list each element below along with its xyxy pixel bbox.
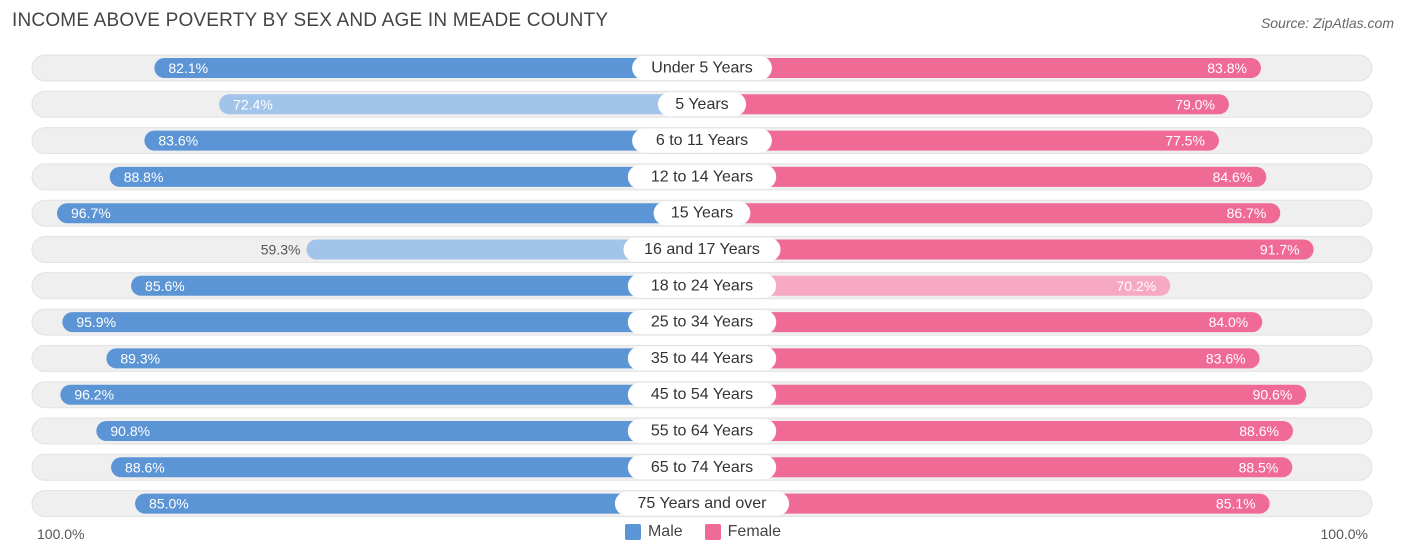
female-value-label: 79.0% xyxy=(1175,96,1215,112)
legend-item-female[interactable]: Female xyxy=(704,523,782,541)
female-bar xyxy=(702,239,1314,260)
legend: Male Female xyxy=(0,523,1406,541)
female-value-label: 88.5% xyxy=(1239,459,1279,475)
category-pill xyxy=(623,237,781,262)
category-pill xyxy=(627,455,777,480)
category-label: 55 to 64 Years xyxy=(651,423,753,440)
female-bar xyxy=(702,94,1229,115)
category-pill xyxy=(627,164,777,189)
male-value-label: 88.8% xyxy=(124,169,164,185)
category-pill xyxy=(632,128,772,153)
male-value-label: 85.6% xyxy=(145,278,185,294)
category-pill xyxy=(627,310,777,335)
category-pill xyxy=(627,346,777,371)
female-bar xyxy=(702,493,1270,514)
male-value-label: 85.0% xyxy=(149,496,189,512)
male-bar xyxy=(60,384,702,405)
axis-right-label: 100.0% xyxy=(1320,526,1368,542)
male-value-label: 90.8% xyxy=(110,423,150,439)
female-value-label: 77.5% xyxy=(1165,133,1205,149)
male-bar xyxy=(96,421,702,441)
male-bar xyxy=(154,58,702,78)
category-label: 12 to 14 Years xyxy=(651,168,753,185)
category-label: 18 to 24 Years xyxy=(651,277,753,294)
legend-female-label: Female xyxy=(727,523,782,540)
legend-item-male[interactable]: Male xyxy=(624,523,683,541)
female-value-label: 91.7% xyxy=(1260,242,1300,258)
category-label: 45 to 54 Years xyxy=(651,386,753,403)
female-bar xyxy=(702,58,1261,78)
female-bar xyxy=(702,348,1260,369)
female-value-label: 83.8% xyxy=(1207,60,1247,76)
male-bar xyxy=(57,203,703,224)
category-pill xyxy=(627,382,777,407)
category-label: 15 Years xyxy=(671,205,733,222)
male-bar xyxy=(111,457,702,478)
male-bar xyxy=(144,130,702,151)
male-value-label: 59.3% xyxy=(261,242,301,258)
female-value-label: 86.7% xyxy=(1227,205,1267,221)
category-label: 16 and 17 Years xyxy=(644,241,760,258)
male-swatch xyxy=(624,524,641,540)
category-label: 75 Years and over xyxy=(638,495,768,512)
female-bar xyxy=(702,457,1293,478)
male-bar xyxy=(106,348,702,369)
male-bar xyxy=(131,275,703,296)
male-bar xyxy=(62,312,703,333)
male-value-label: 89.3% xyxy=(120,350,160,366)
female-value-label: 83.6% xyxy=(1206,350,1246,366)
male-value-label: 72.4% xyxy=(233,96,273,112)
male-value-label: 95.9% xyxy=(76,314,116,330)
category-pill xyxy=(632,56,772,80)
male-value-label: 88.6% xyxy=(125,459,165,475)
category-pill xyxy=(657,92,747,117)
male-bar xyxy=(135,493,703,514)
female-bar xyxy=(702,203,1281,224)
female-value-label: 84.0% xyxy=(1209,314,1249,330)
female-value-label: 84.6% xyxy=(1213,169,1253,185)
female-bar xyxy=(702,166,1267,187)
female-bar xyxy=(702,384,1307,405)
category-pill xyxy=(614,491,790,516)
category-label: 25 to 34 Years xyxy=(651,314,753,331)
male-bar xyxy=(219,94,703,115)
category-label: 65 to 74 Years xyxy=(651,459,753,476)
female-bar xyxy=(702,421,1293,441)
category-label: 35 to 44 Years xyxy=(651,350,753,367)
female-value-label: 88.6% xyxy=(1239,423,1279,439)
female-value-label: 85.1% xyxy=(1216,496,1256,512)
male-bar xyxy=(109,166,703,187)
female-bar xyxy=(702,130,1219,151)
female-bar xyxy=(702,275,1171,296)
category-label: 5 Years xyxy=(675,96,728,113)
female-value-label: 90.6% xyxy=(1253,387,1293,403)
female-swatch xyxy=(704,524,721,540)
male-bar xyxy=(306,239,702,260)
male-value-label: 83.6% xyxy=(158,133,198,149)
male-value-label: 82.1% xyxy=(168,60,208,76)
male-value-label: 96.7% xyxy=(71,205,111,221)
category-label: 6 to 11 Years xyxy=(656,132,748,149)
category-pill xyxy=(653,201,751,226)
female-bar xyxy=(702,312,1263,333)
category-pill xyxy=(627,419,777,443)
axis-left-label: 100.0% xyxy=(37,526,85,542)
female-value-label: 70.2% xyxy=(1117,278,1157,294)
category-label: Under 5 Years xyxy=(651,60,752,77)
source-label: Source: ZipAtlas.com xyxy=(1260,15,1394,31)
chart-title: INCOME ABOVE POVERTY BY SEX AND AGE IN M… xyxy=(12,10,609,31)
legend-male-label: Male xyxy=(647,523,683,540)
category-pill xyxy=(627,273,777,298)
male-value-label: 96.2% xyxy=(74,387,114,403)
